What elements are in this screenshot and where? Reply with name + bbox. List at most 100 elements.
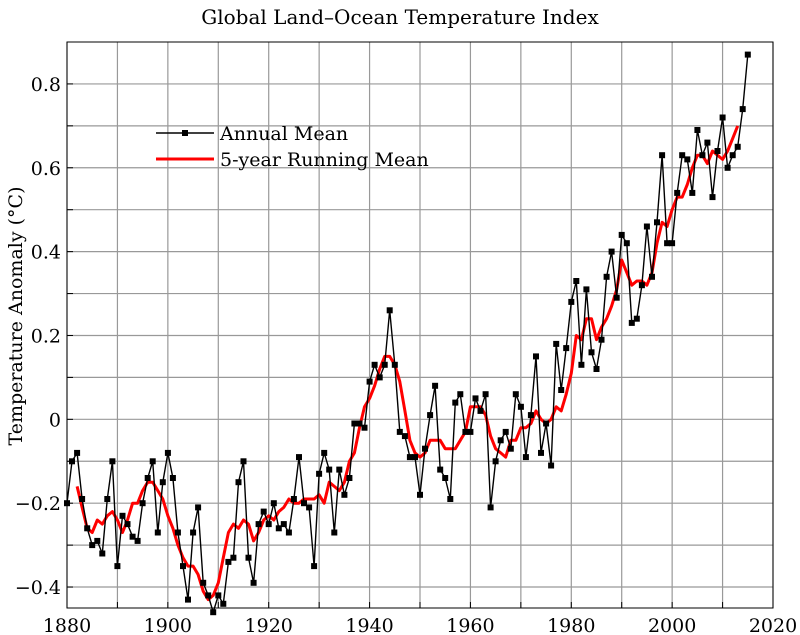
x-tick-label: 1940	[345, 615, 393, 635]
annual-mean-point	[422, 445, 428, 452]
ticks	[66, 83, 774, 608]
annual-mean-point	[527, 412, 534, 419]
annual-mean-point	[447, 496, 454, 502]
annual-mean-point	[598, 336, 605, 343]
annual-mean-point	[512, 391, 519, 398]
annual-mean-point	[664, 240, 671, 247]
annual-mean-point	[437, 466, 444, 473]
annual-mean-point	[618, 231, 625, 238]
annual-mean-point	[538, 449, 544, 456]
annual-mean-point	[502, 428, 509, 435]
y-tick-label: 0.8	[31, 74, 61, 96]
annual-mean-point	[84, 525, 91, 532]
annual-mean-point	[543, 420, 550, 427]
annual-mean-point	[608, 248, 615, 255]
annual-mean-point	[89, 542, 96, 549]
annual-mean-point	[719, 114, 726, 121]
annual-mean-point	[396, 428, 403, 435]
annual-mean-point	[275, 525, 282, 532]
annual-mean-point	[638, 282, 645, 289]
series-layer	[64, 51, 751, 616]
annual-mean-point	[578, 361, 585, 368]
annual-mean-point	[507, 445, 514, 452]
annual-mean-point	[558, 387, 565, 393]
annual-mean-point	[548, 462, 555, 469]
annual-mean-point	[492, 458, 499, 465]
annual-mean-point	[180, 563, 186, 570]
annual-mean-point	[649, 273, 655, 280]
annual-mean-point	[482, 391, 489, 398]
annual-mean-point	[401, 433, 408, 440]
annual-mean-point	[412, 454, 418, 461]
running-mean-line	[75, 125, 740, 602]
annual-mean-point	[245, 554, 252, 561]
annual-mean-point	[553, 340, 560, 347]
annual-mean-point	[134, 537, 141, 544]
annual-mean-point	[472, 395, 479, 402]
annual-mean-point	[371, 361, 378, 368]
annual-mean-point	[215, 592, 222, 599]
annual-mean-point	[169, 475, 176, 481]
annual-mean-point	[467, 428, 474, 435]
annual-mean-point	[442, 475, 449, 481]
x-tick-label: 1960	[446, 615, 494, 635]
annual-mean-point	[376, 374, 383, 381]
annual-mean-point	[235, 479, 242, 486]
annual-mean-point	[704, 139, 711, 146]
annual-mean-point	[331, 529, 338, 536]
annual-mean-point	[301, 500, 307, 507]
annual-mean-point	[391, 361, 398, 368]
annual-mean-point	[260, 508, 267, 515]
annual-mean-point	[270, 500, 277, 507]
annual-mean-point	[280, 521, 287, 528]
annual-mean-point	[190, 529, 197, 536]
annual-mean-point	[628, 319, 635, 326]
annual-mean-point	[336, 466, 343, 473]
annual-mean-point	[497, 437, 504, 444]
annual-mean-point	[462, 428, 469, 435]
y-tick-label: 0.2	[31, 325, 61, 347]
annual-mean-point	[94, 537, 101, 544]
y-axis-label: Temperature Anomaly (°C)	[5, 187, 27, 446]
chart-title: Global Land–Ocean Temperature Index	[201, 5, 599, 29]
annual-mean-point	[623, 240, 630, 247]
y-tick-label: −0.2	[15, 493, 61, 515]
annual-mean-point	[351, 420, 358, 427]
annual-mean-point	[457, 391, 464, 398]
annual-mean-point	[159, 479, 166, 486]
annual-mean-point	[729, 152, 736, 159]
annual-mean-point	[563, 345, 570, 352]
annual-mean-point	[230, 554, 237, 561]
legend-annual-marker	[182, 130, 188, 136]
annual-mean-point	[522, 454, 529, 461]
annual-mean-point	[381, 361, 388, 368]
annual-mean-point	[432, 382, 439, 389]
annual-mean-point	[734, 143, 741, 150]
annual-mean-point	[74, 449, 81, 456]
annual-mean-point	[714, 148, 721, 154]
x-tick-label: 1900	[144, 615, 192, 635]
x-tick-label: 1920	[245, 615, 293, 635]
annual-mean-point	[149, 458, 156, 465]
annual-mean-point	[164, 449, 171, 456]
annual-mean-point	[220, 600, 227, 607]
annual-mean-point	[290, 496, 297, 502]
annual-mean-point	[79, 496, 86, 502]
annual-mean-point	[250, 579, 257, 586]
annual-mean-point	[200, 579, 207, 586]
x-tick-label: 2020	[749, 615, 797, 635]
annual-mean-point	[533, 353, 539, 360]
annual-mean-point	[654, 219, 660, 226]
annual-mean-point	[744, 51, 751, 58]
x-tick-label: 1880	[43, 615, 91, 635]
annual-mean-point	[674, 189, 681, 196]
annual-mean-point	[477, 407, 484, 414]
annual-mean-point	[306, 504, 313, 511]
annual-mean-point	[119, 512, 126, 519]
annual-mean-point	[583, 286, 590, 293]
y-tick-label: 0	[49, 409, 61, 431]
annual-mean-point	[427, 412, 434, 419]
annual-mean-point	[689, 189, 696, 196]
